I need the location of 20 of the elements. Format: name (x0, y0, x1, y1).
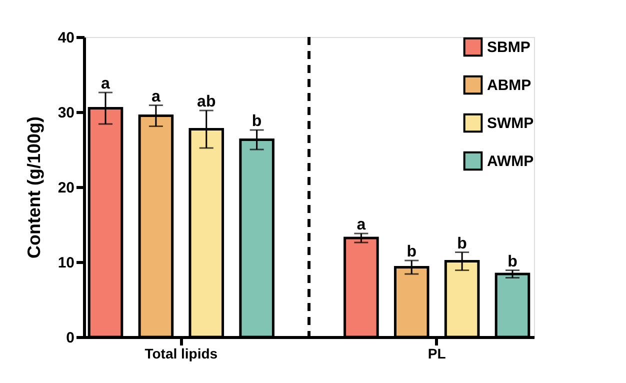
x-tick-label: PL (428, 346, 446, 362)
legend-label: SBMP (487, 39, 530, 56)
annotation: b (457, 235, 468, 252)
y-axis-title: Content (g/100g) (24, 116, 44, 258)
annotation: a (356, 216, 366, 234)
legend-label: ABMP (487, 77, 532, 94)
annotation: a (151, 88, 160, 106)
legend-label: SWMP (487, 115, 534, 132)
y-tick-label: 0 (66, 330, 74, 346)
y-tick-label: 40 (58, 30, 74, 46)
y-tick-label: 20 (58, 180, 74, 196)
x-tick-label: Total lipids (144, 346, 218, 362)
annotation: b (508, 253, 518, 270)
legend-label: AWMP (487, 153, 534, 170)
annotation: ab (197, 94, 216, 110)
y-tick-label: 10 (58, 254, 74, 272)
y-tick-label: 30 (58, 104, 74, 122)
annotation: b (406, 244, 417, 260)
annotation: b (252, 113, 262, 130)
annotation: a (101, 76, 110, 92)
